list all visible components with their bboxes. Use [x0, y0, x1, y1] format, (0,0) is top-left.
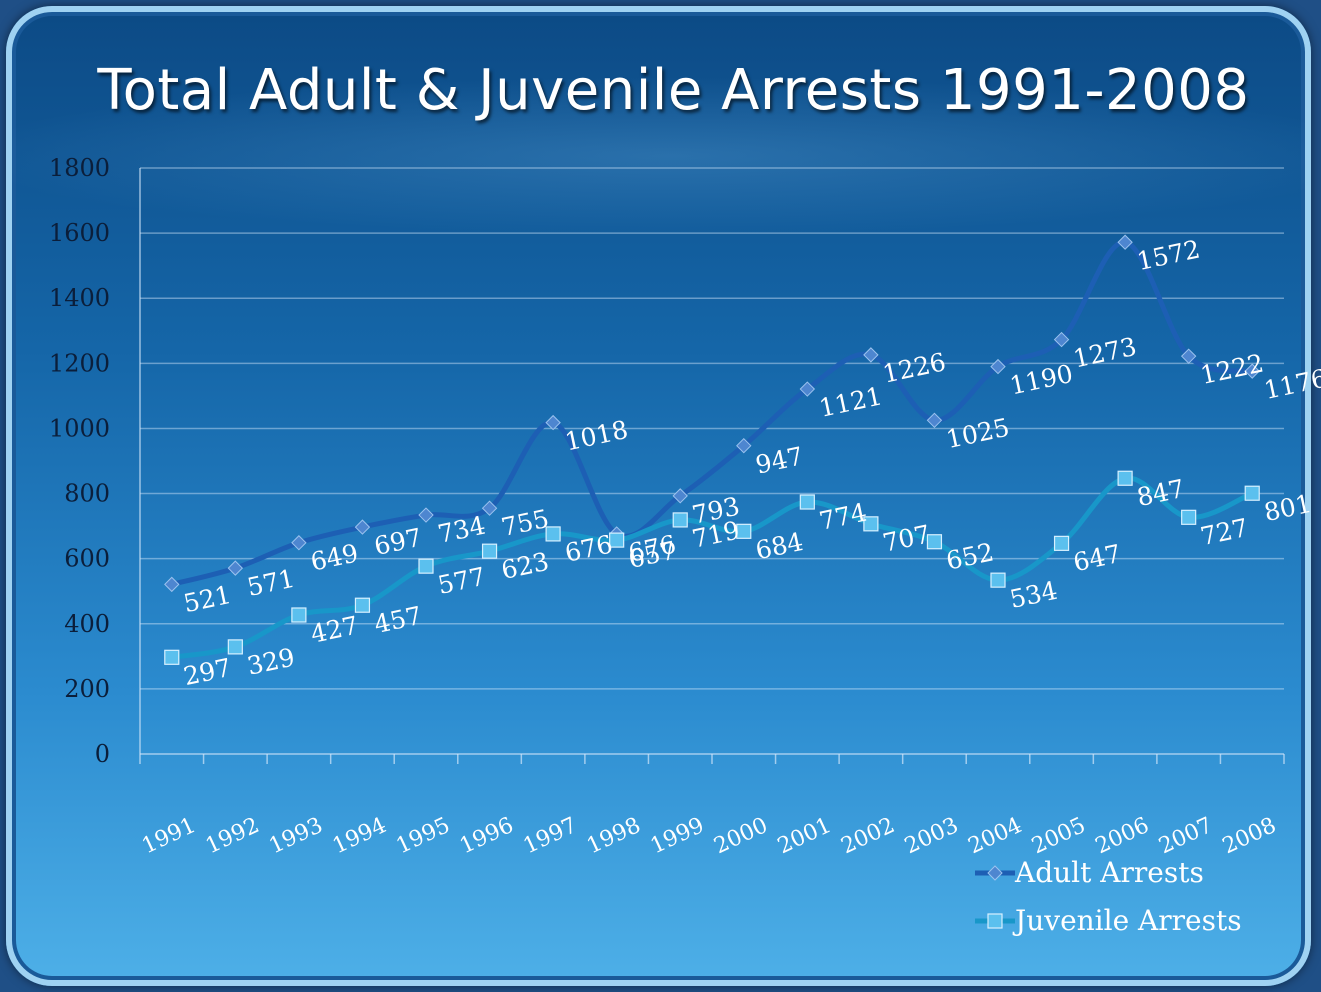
adult-data-label: 1025 [944, 413, 1012, 455]
juvenile-point [227, 639, 243, 655]
adult-data-label: 649 [308, 538, 361, 576]
juvenile-point [609, 532, 625, 548]
adult-point [863, 347, 879, 363]
adult-point [545, 414, 561, 431]
adult-point [736, 437, 752, 454]
adult-data-label: 1222 [1198, 348, 1266, 390]
juvenile-point [354, 597, 371, 613]
juvenile-data-label: 623 [499, 547, 552, 585]
juvenile-legend-label: Juvenile Arrests [1012, 904, 1242, 937]
juvenile-point [291, 607, 307, 623]
juvenile-data-label: 684 [753, 527, 806, 565]
juvenile-point [164, 649, 180, 665]
juvenile-point [1181, 509, 1197, 525]
adult-point [1117, 234, 1133, 250]
y-tick-label: 1400 [49, 284, 110, 312]
x-tick-label: 1999 [647, 813, 708, 859]
slide-title: Total Adult & Juvenile Arrests 1991-2008 [97, 58, 1250, 123]
y-tick-label: 400 [64, 610, 110, 638]
background-swoosh [6, 76, 1311, 236]
y-tick-label: 1000 [49, 414, 110, 442]
juvenile-data-label: 427 [308, 611, 361, 649]
juvenile-point [1244, 485, 1260, 501]
adult-data-label: 571 [245, 564, 298, 602]
juvenile-data-label: 847 [1134, 474, 1187, 512]
juvenile-data-label: 707 [880, 519, 933, 557]
juvenile-data-label: 577 [435, 562, 488, 600]
adult-data-label: 947 [753, 441, 806, 479]
adult-point [481, 500, 498, 516]
x-tick-label: 1998 [583, 813, 644, 859]
adult-data-label: 1018 [562, 415, 630, 457]
juvenile-point [481, 543, 498, 559]
adult-point [672, 488, 688, 504]
juvenile-data-label: 329 [245, 642, 298, 680]
juvenile-data-label: 297 [181, 653, 234, 691]
x-tick-label: 2002 [837, 813, 898, 859]
y-tick-label: 0 [95, 740, 110, 768]
juvenile-data-label: 647 [1071, 539, 1124, 577]
adult-point [799, 381, 816, 397]
juvenile-point [418, 558, 434, 574]
adult-data-label: 697 [372, 523, 425, 561]
slide-frame: Total Adult & Juvenile Arrests 1991-2008 [6, 6, 1311, 986]
adult-data-label: 1226 [880, 347, 948, 389]
juvenile-data-label: 534 [1007, 576, 1060, 614]
x-tick-label: 1995 [393, 813, 454, 859]
juvenile-point [863, 516, 879, 532]
x-tick-label: 2001 [774, 813, 835, 859]
adult-data-label: 1273 [1071, 332, 1139, 374]
juvenile-point [1117, 470, 1133, 486]
x-tick-label: 2006 [1092, 813, 1153, 859]
adult-data-label: 1572 [1134, 235, 1202, 277]
juvenile-point [799, 494, 815, 510]
adult-point [418, 507, 434, 523]
x-tick-label: 2004 [965, 813, 1026, 859]
y-tick-label: 1800 [49, 154, 110, 182]
juvenile-data-label: 801 [1261, 489, 1314, 527]
y-tick-label: 800 [64, 480, 110, 508]
x-tick-label: 1994 [329, 813, 390, 859]
adult-point [990, 358, 1006, 375]
x-tick-label: 1991 [138, 813, 199, 859]
x-tick-label: 2008 [1219, 813, 1280, 859]
juvenile-point [926, 534, 943, 550]
juvenile-data-label: 652 [944, 537, 997, 575]
x-tick-label: 2007 [1155, 813, 1216, 859]
adult-point [1180, 348, 1197, 364]
adult-point [1053, 331, 1070, 348]
adult-data-label: 521 [181, 580, 234, 618]
adult-legend-label: Adult Arrests [1014, 856, 1204, 889]
juvenile-point [1053, 535, 1070, 551]
y-tick-label: 1600 [49, 219, 110, 247]
x-tick-label: 1997 [520, 813, 581, 859]
adult-point [1244, 363, 1260, 379]
adult-data-label: 1176 [1261, 363, 1321, 405]
y-tick-label: 1200 [49, 349, 110, 377]
y-tick-label: 200 [64, 675, 110, 703]
juvenile-point [736, 523, 752, 539]
y-tick-label: 600 [64, 545, 110, 573]
x-tick-label: 2000 [710, 813, 771, 859]
adult-legend-marker [987, 865, 1003, 881]
adult-point [227, 560, 244, 576]
adult-point [164, 576, 180, 593]
adult-point [926, 412, 943, 429]
x-tick-label: 1993 [265, 813, 326, 859]
juvenile-point [672, 512, 688, 528]
x-tick-label: 1992 [202, 813, 263, 859]
adult-data-label: 1121 [817, 381, 885, 423]
adult-data-label: 1190 [1007, 359, 1075, 401]
juvenile-legend-marker [987, 913, 1003, 929]
adult-point [291, 535, 307, 551]
x-tick-label: 2003 [901, 813, 962, 859]
x-tick-label: 2005 [1028, 813, 1089, 859]
adult-point [354, 519, 371, 535]
juvenile-point [545, 526, 561, 542]
juvenile-point [990, 572, 1006, 588]
x-tick-label: 1996 [456, 813, 517, 859]
juvenile-data-label: 457 [372, 601, 425, 639]
juvenile-data-label: 727 [1198, 513, 1251, 551]
